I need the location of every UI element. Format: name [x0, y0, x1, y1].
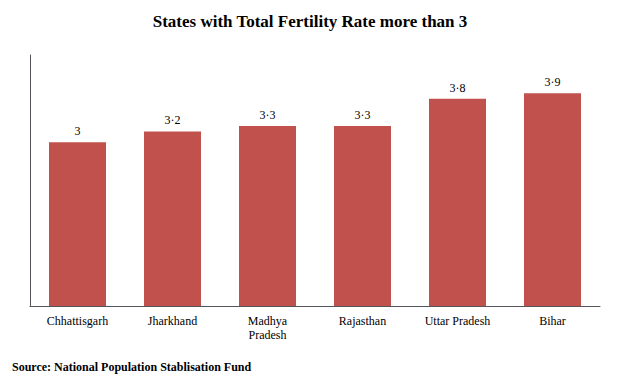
svg-text:Jharkhand: Jharkhand — [148, 314, 197, 328]
svg-text:3·9: 3·9 — [545, 75, 561, 89]
svg-text:Madhya: Madhya — [248, 314, 288, 328]
svg-text:3·3: 3·3 — [260, 108, 276, 122]
svg-text:3: 3 — [75, 124, 81, 138]
svg-text:3·3: 3·3 — [355, 108, 371, 122]
svg-text:Chhattisgarh: Chhattisgarh — [47, 314, 108, 328]
svg-text:Bihar: Bihar — [539, 314, 566, 328]
svg-text:3·2: 3·2 — [165, 113, 181, 127]
svg-text:Rajasthan: Rajasthan — [339, 314, 386, 328]
svg-text:Source: National Population St: Source: National Population Stablisation… — [12, 360, 251, 374]
svg-text:States with Total Fertility Ra: States with Total Fertility Rate more th… — [153, 12, 468, 31]
svg-text:Uttar Pradesh: Uttar Pradesh — [425, 314, 491, 328]
svg-text:3·8: 3·8 — [450, 81, 466, 95]
svg-text:Pradesh: Pradesh — [249, 328, 287, 342]
